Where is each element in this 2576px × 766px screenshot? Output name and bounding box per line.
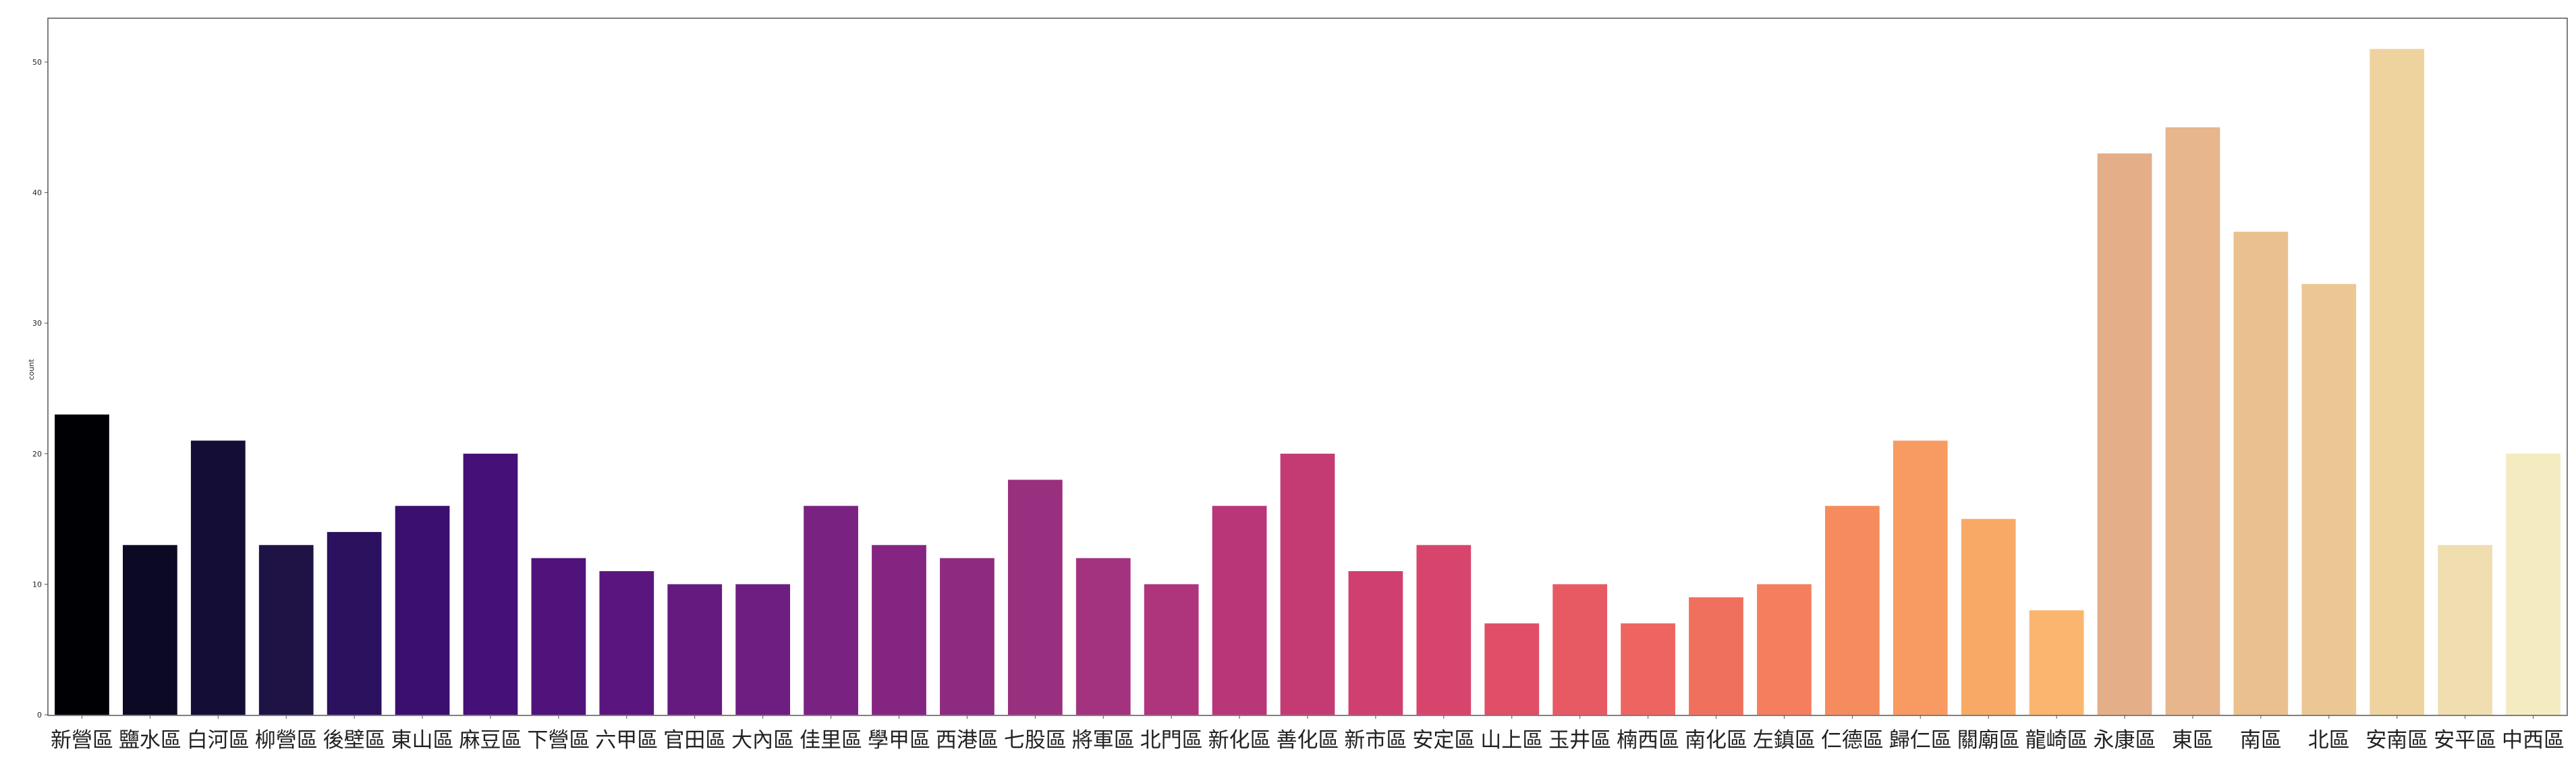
bar-16 [1075,558,1131,715]
x-tick-label: 新化區 [1208,728,1271,753]
x-tick-label: 北門區 [1140,728,1203,753]
x-tick-label: 官田區 [663,728,726,753]
bar-17 [1144,584,1199,715]
x-tick-label: 下營區 [527,728,590,753]
x-tick-label: 楠西區 [1617,728,1679,753]
x-tick-label: 新營區 [51,728,113,753]
bar-34 [2301,284,2357,715]
bar-12 [804,506,858,715]
x-tick-label: 關廟區 [1957,728,2020,753]
x-tick-label: 柳營區 [255,728,318,753]
x-tick-label: 將軍區 [1072,728,1135,753]
bar-3 [190,440,246,715]
bar-8 [531,558,586,715]
bar-33 [2233,231,2289,715]
bar-25 [1689,597,1743,715]
x-tick-label: 永康區 [2094,728,2156,753]
bar-18 [1212,506,1267,715]
bar-5 [327,531,382,715]
x-tick-label: 東區 [2172,728,2214,753]
bar-36 [2438,545,2492,715]
x-tick-label: 六甲區 [595,728,658,753]
bar-22 [1484,623,1540,715]
x-tick-label: 北區 [2308,728,2350,753]
x-tick-label: 鹽水區 [119,728,181,753]
y-axis: 0 10 20 30 40 50 [32,58,48,719]
bar-30 [2029,610,2084,715]
bar-10 [667,584,723,715]
bar-26 [1757,584,1812,715]
x-tick-label: 玉井區 [1548,728,1611,753]
x-tick-label: 歸仁區 [1889,728,1952,753]
bar-19 [1280,453,1335,715]
bar-2 [123,545,177,715]
y-tick-label: 10 [32,580,42,589]
bar-11 [735,584,791,715]
x-tick-label: 東山區 [391,728,454,753]
bar-27 [1824,506,1880,715]
x-tick-label: 佳里區 [800,728,862,753]
x-tick-label: 新市區 [1344,728,1407,753]
bar-35 [2370,49,2425,715]
x-tick-label: 仁德區 [1821,728,1884,753]
bar-20 [1348,571,1403,715]
bar-29 [1961,519,2016,715]
x-tick-label: 安南區 [2365,728,2428,753]
x-tick-label: 南化區 [1685,728,1747,753]
y-tick-label: 0 [37,711,42,719]
x-tick-label: 白河區 [187,728,250,753]
bar-15 [1007,479,1063,715]
x-tick-label: 後壁區 [323,728,386,753]
bar-24 [1621,623,1675,715]
bar-14 [940,558,995,715]
x-tick-label: 左鎮區 [1753,728,1816,753]
x-tick-label: 大內區 [731,728,794,753]
x-tick-label: 龍崎區 [2025,728,2088,753]
bar-13 [872,545,926,715]
bar-31 [2097,153,2152,715]
y-tick-label: 40 [32,189,42,198]
x-tick-label: 南區 [2240,728,2282,753]
x-tick-label: 善化區 [1277,728,1339,753]
y-tick-label: 20 [32,450,42,459]
x-tick-label: 七股區 [1004,728,1067,753]
x-axis: 新營區 鹽水區 白河區 柳營區 後壁區 東山區 麻豆區 下營區 六甲區 官田區 大內區 佳里區 學甲區西… [51,715,2565,753]
y-tick-label: 50 [32,58,42,67]
bar-6 [395,506,450,715]
bar-1 [55,414,109,715]
x-tick-label: 學甲區 [868,728,930,753]
bar-4 [258,545,314,715]
bar-9 [599,571,654,715]
x-tick-label: 西港區 [936,728,999,753]
x-tick-label: 中西區 [2502,728,2565,753]
bar-37 [2506,453,2560,715]
bar-28 [1893,440,1948,715]
y-axis-label: count [27,359,36,380]
x-tick-label: 安定區 [1412,728,1475,753]
bar-32 [2165,127,2220,715]
x-tick-label: 山上區 [1480,728,1543,753]
bar-7 [463,453,518,715]
y-tick-label: 30 [32,319,42,328]
x-tick-label: 安平區 [2434,728,2496,753]
bars-group [55,49,2560,715]
x-tick-label: 麻豆區 [459,728,522,753]
bar-21 [1416,545,1472,715]
bar-23 [1552,584,1608,715]
